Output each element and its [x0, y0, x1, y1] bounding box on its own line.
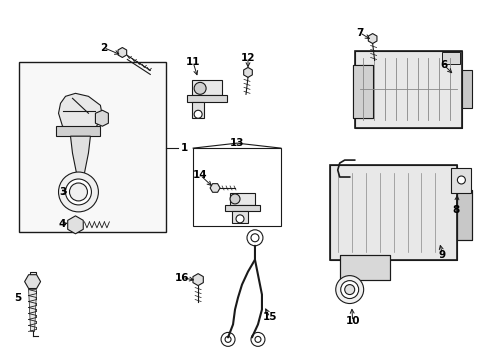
Circle shape: [254, 336, 261, 342]
Polygon shape: [192, 80, 222, 95]
Bar: [19, 62, 166, 232]
Bar: [329, 165, 456, 260]
Polygon shape: [30, 272, 36, 282]
Text: 3: 3: [59, 187, 66, 197]
Text: 4: 4: [59, 219, 66, 229]
Polygon shape: [56, 126, 100, 136]
Text: 15: 15: [262, 312, 277, 323]
Circle shape: [65, 179, 91, 205]
Bar: [456, 190, 471, 240]
Polygon shape: [59, 93, 102, 130]
Polygon shape: [95, 110, 108, 126]
Text: 11: 11: [185, 58, 200, 67]
Polygon shape: [192, 102, 203, 118]
Circle shape: [250, 332, 264, 346]
Polygon shape: [243, 67, 252, 77]
Text: 6: 6: [440, 60, 447, 71]
Polygon shape: [24, 275, 41, 288]
Bar: [339, 255, 389, 280]
Bar: [442, 53, 459, 64]
Text: 16: 16: [175, 273, 189, 283]
Polygon shape: [187, 95, 226, 102]
Text: 12: 12: [240, 54, 255, 63]
Polygon shape: [70, 136, 90, 183]
Text: 9: 9: [438, 250, 445, 260]
Circle shape: [344, 285, 354, 294]
Text: 2: 2: [100, 42, 107, 53]
Circle shape: [250, 234, 259, 242]
Polygon shape: [193, 274, 203, 285]
Polygon shape: [456, 190, 471, 240]
Circle shape: [194, 110, 202, 118]
Text: 7: 7: [355, 28, 363, 37]
Text: 13: 13: [229, 138, 244, 148]
Polygon shape: [232, 211, 247, 223]
Circle shape: [236, 215, 244, 223]
Circle shape: [69, 183, 87, 201]
Circle shape: [456, 176, 465, 184]
Bar: [352, 66, 372, 118]
Circle shape: [59, 172, 98, 212]
Polygon shape: [450, 168, 470, 193]
Circle shape: [75, 181, 85, 191]
Polygon shape: [462, 71, 471, 108]
Circle shape: [229, 194, 240, 204]
Text: 14: 14: [192, 170, 207, 180]
Polygon shape: [210, 184, 220, 192]
Polygon shape: [67, 216, 83, 234]
Circle shape: [71, 177, 89, 195]
Circle shape: [194, 82, 205, 94]
Circle shape: [221, 332, 235, 346]
Circle shape: [246, 230, 263, 246]
Bar: [354, 50, 462, 128]
Polygon shape: [352, 66, 372, 118]
Polygon shape: [224, 205, 260, 211]
Circle shape: [224, 336, 230, 342]
Polygon shape: [229, 193, 254, 205]
Text: 5: 5: [14, 293, 21, 302]
Text: 1: 1: [181, 143, 188, 153]
Polygon shape: [29, 289, 37, 332]
Polygon shape: [367, 33, 376, 44]
Polygon shape: [339, 255, 389, 280]
Polygon shape: [354, 50, 462, 128]
Circle shape: [335, 276, 363, 303]
Text: 10: 10: [345, 316, 359, 327]
Bar: [193, 148, 280, 226]
Polygon shape: [329, 165, 456, 260]
Circle shape: [340, 280, 358, 298]
Text: 8: 8: [452, 205, 459, 215]
Polygon shape: [118, 48, 126, 58]
